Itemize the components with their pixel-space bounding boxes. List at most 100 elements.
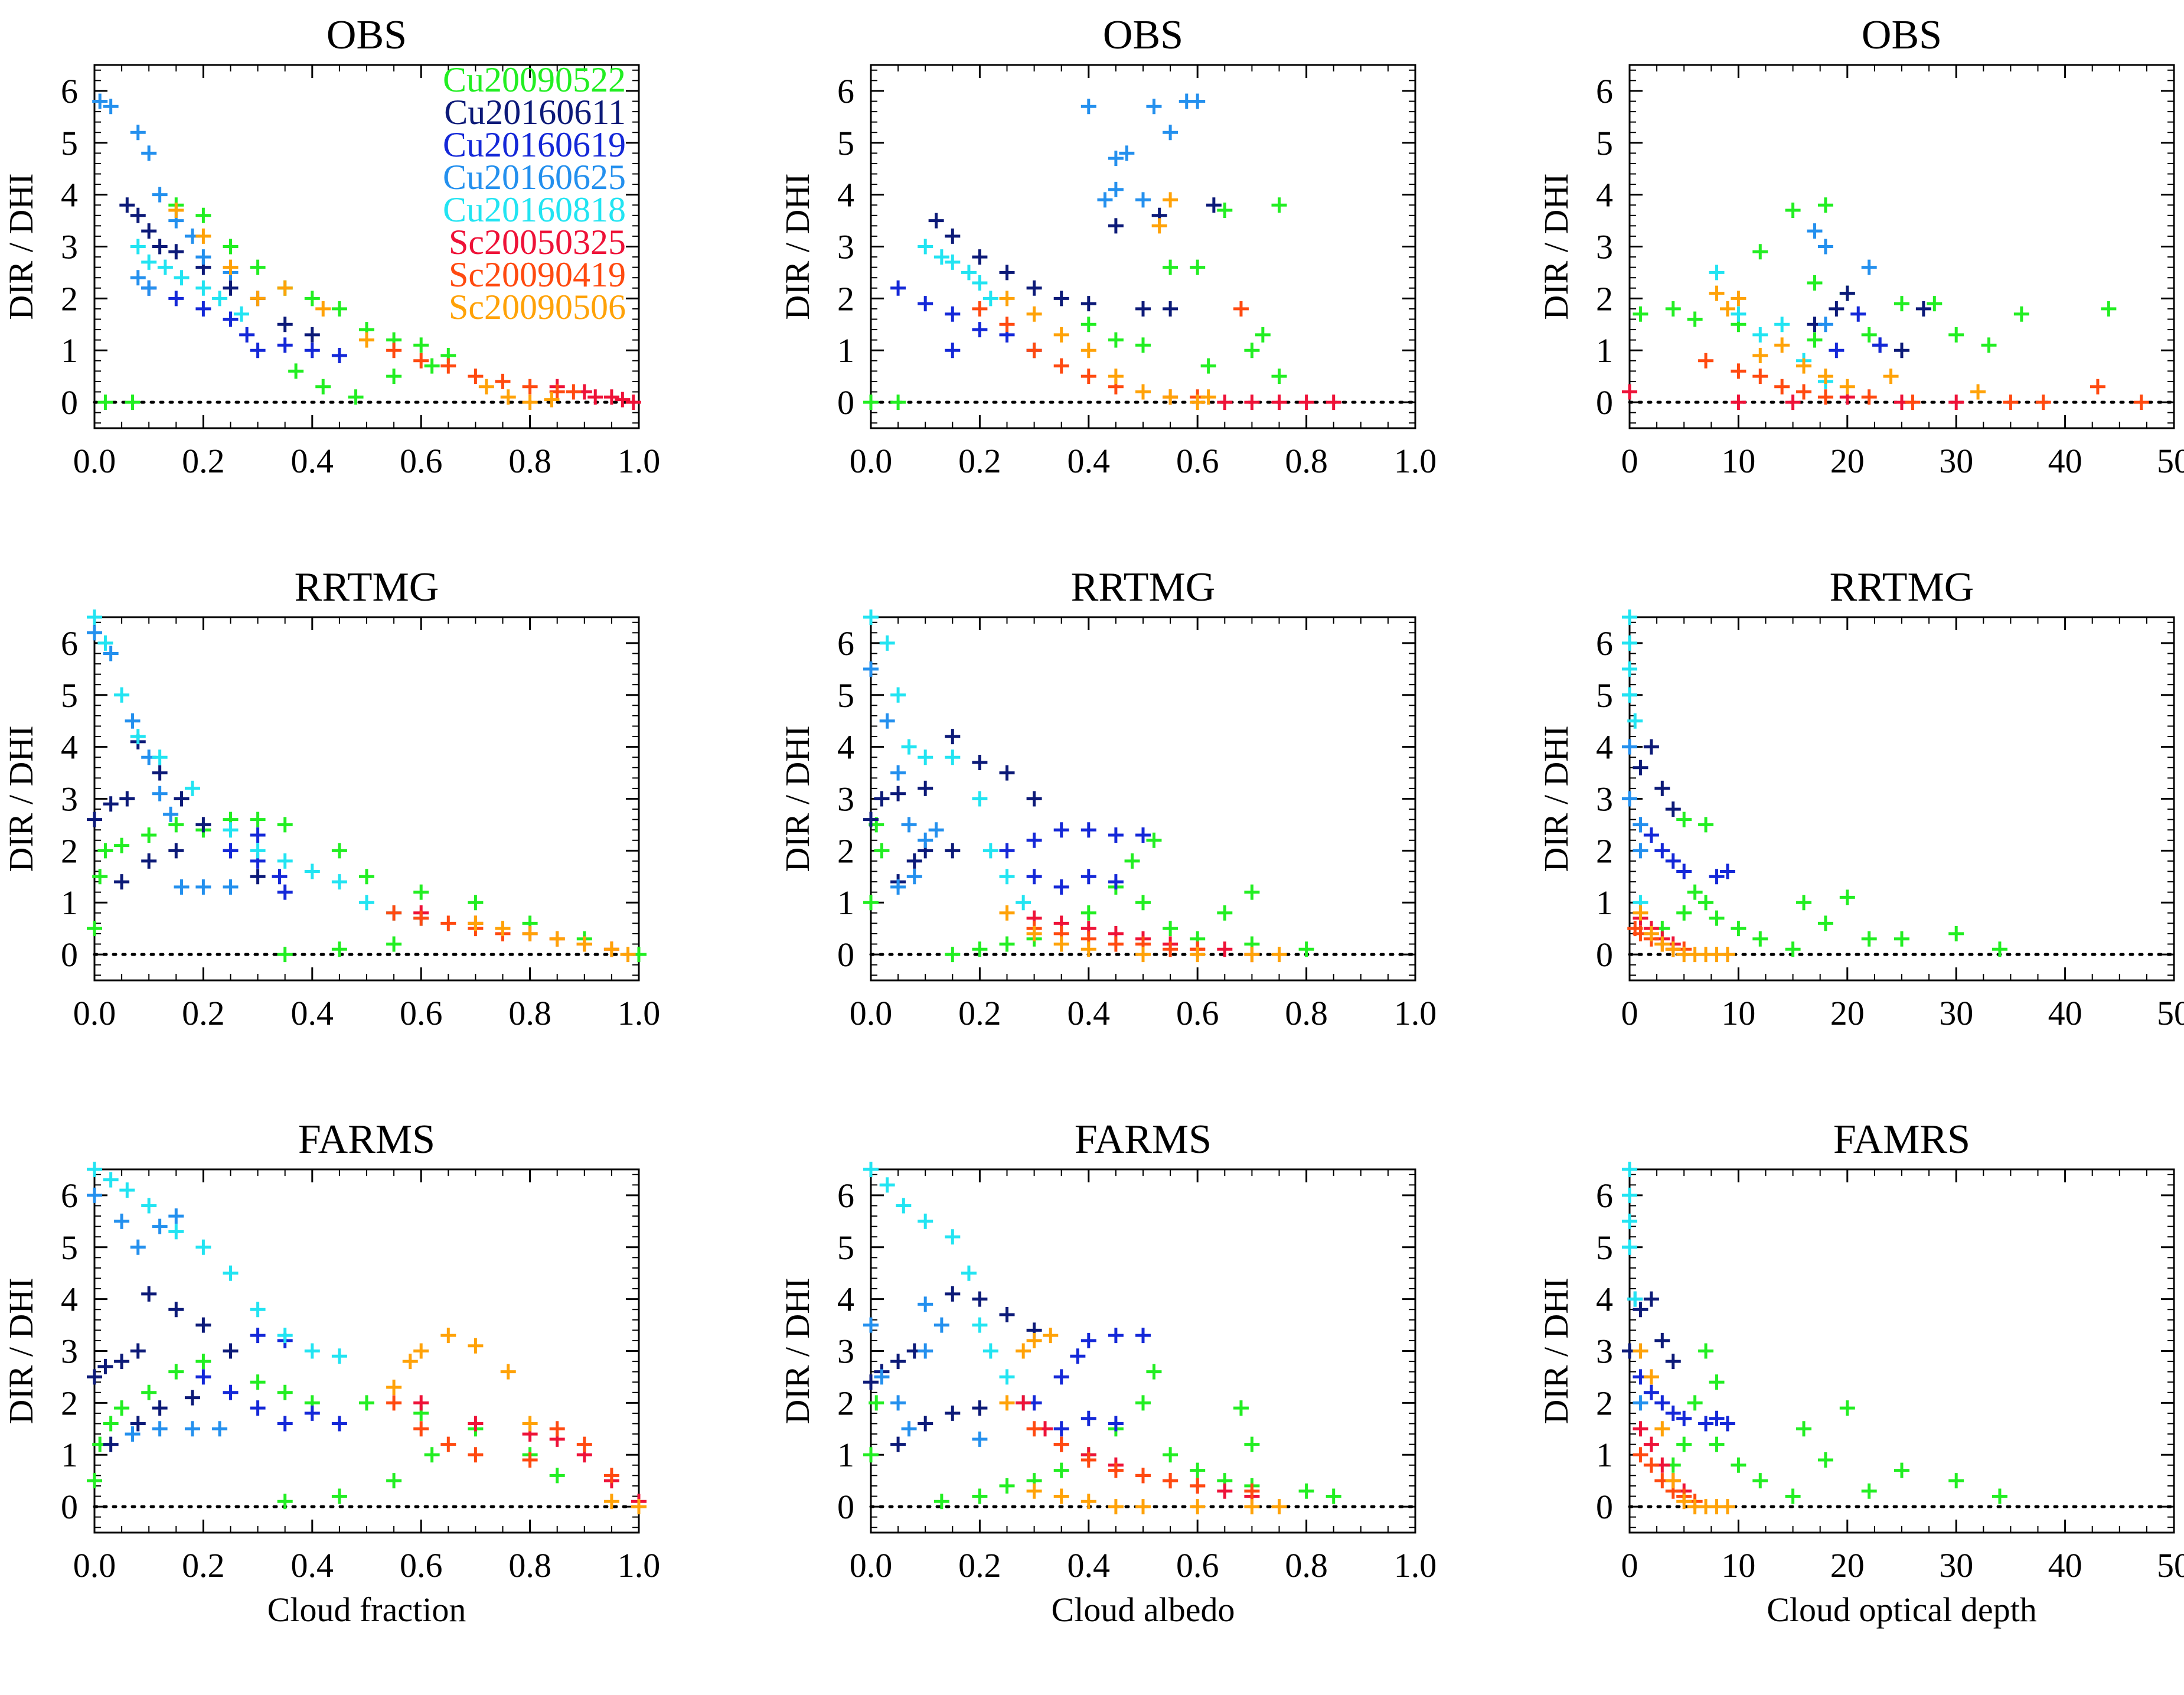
data-point	[961, 265, 977, 281]
y-tick-label: 2	[61, 279, 78, 318]
series-Cu20160625	[87, 625, 239, 895]
data-point	[1981, 337, 1997, 353]
x-tick-label: 0.0	[850, 994, 893, 1032]
data-point	[386, 369, 402, 384]
data-point	[468, 1447, 484, 1463]
data-point	[468, 895, 484, 911]
x-tick-label: 10	[1721, 994, 1755, 1032]
data-point	[999, 1307, 1015, 1322]
data-point	[945, 1405, 961, 1421]
data-point	[1774, 337, 1790, 353]
data-point	[1163, 192, 1178, 208]
data-point	[1927, 296, 1943, 312]
series-Sc20090506	[999, 905, 1287, 963]
data-point	[250, 259, 266, 275]
data-point	[1026, 1332, 1042, 1348]
data-point	[424, 358, 440, 374]
data-point	[500, 389, 516, 405]
data-point	[1752, 348, 1768, 363]
panel-title: OBS	[1103, 12, 1183, 58]
y-tick-label: 6	[837, 624, 854, 663]
data-point	[1948, 1473, 1964, 1489]
data-point	[603, 941, 619, 957]
data-point	[1135, 337, 1151, 353]
data-point	[277, 947, 293, 963]
data-point	[277, 1384, 293, 1400]
data-point	[933, 249, 949, 265]
y-tick-label: 4	[837, 728, 854, 767]
data-point	[890, 395, 906, 410]
legend-entry: Sc20090506	[449, 288, 626, 327]
data-point	[1861, 389, 1877, 405]
data-point	[152, 749, 168, 765]
series-Sc20090506	[168, 203, 560, 410]
data-point	[1829, 301, 1845, 317]
data-point	[1992, 941, 2007, 957]
data-point	[1244, 343, 1260, 358]
data-point	[1709, 910, 1725, 926]
data-point	[1676, 811, 1692, 827]
data-point	[1326, 1488, 1341, 1504]
data-point	[1861, 327, 1877, 343]
data-point	[945, 228, 961, 244]
data-point	[386, 343, 402, 358]
data-point	[152, 785, 168, 801]
data-point	[1244, 395, 1260, 410]
data-point	[1622, 739, 1637, 755]
data-point	[999, 317, 1015, 333]
series-Cu20160619	[1026, 1328, 1151, 1437]
data-point	[1206, 197, 1222, 213]
y-tick-label: 0	[1596, 383, 1613, 422]
data-point	[972, 791, 988, 807]
data-point	[1163, 1473, 1178, 1489]
data-point	[315, 301, 331, 317]
data-point	[918, 749, 933, 765]
data-point	[1622, 384, 1637, 400]
data-point	[114, 1213, 130, 1229]
data-point	[1992, 1488, 2007, 1504]
x-tick-label: 0	[1621, 442, 1638, 480]
data-point	[1026, 832, 1042, 848]
y-tick-label: 4	[837, 176, 854, 214]
data-point	[168, 843, 184, 859]
series-Cu20160818	[130, 239, 249, 322]
data-point	[331, 1348, 347, 1364]
data-point	[141, 145, 157, 161]
data-point	[945, 729, 961, 745]
data-point	[1817, 197, 1833, 213]
series-Cu20160611	[1622, 1291, 1681, 1370]
y-tick-label: 1	[837, 331, 854, 370]
series-Cu20090522	[1665, 1343, 2007, 1504]
data-point	[1190, 1478, 1206, 1494]
data-point	[1807, 223, 1823, 239]
data-point	[359, 1395, 374, 1411]
data-point	[2133, 395, 2149, 410]
y-tick-label: 3	[61, 228, 78, 266]
data-point	[999, 1478, 1015, 1494]
data-point	[972, 301, 988, 317]
x-tick-label: 0.8	[1285, 1546, 1328, 1585]
data-point	[1108, 181, 1124, 197]
data-point	[1016, 1343, 1031, 1359]
data-point	[620, 947, 636, 963]
data-point	[277, 853, 293, 869]
panel-7: FARMS 0.0 0.2 0.4 0.6 0.8 1.0 0 1 2 3 4 5 6 DIR / DHI C…	[2, 1117, 660, 1629]
data-point	[195, 1369, 211, 1385]
data-point	[141, 1286, 157, 1302]
data-point	[1244, 1483, 1260, 1499]
data-point	[1861, 931, 1877, 947]
data-point	[1709, 1410, 1725, 1426]
data-point	[1698, 353, 1714, 369]
data-point	[1752, 1473, 1768, 1489]
data-point	[945, 306, 961, 322]
data-point	[1190, 259, 1206, 275]
data-point	[1698, 817, 1714, 833]
data-point	[195, 301, 211, 317]
data-point	[972, 249, 988, 265]
data-point	[1948, 925, 1964, 941]
data-point	[1026, 280, 1042, 296]
data-point	[87, 609, 102, 625]
legend-entry: Sc20090419	[449, 255, 626, 294]
data-point	[1119, 145, 1135, 161]
data-point	[1190, 1499, 1206, 1515]
